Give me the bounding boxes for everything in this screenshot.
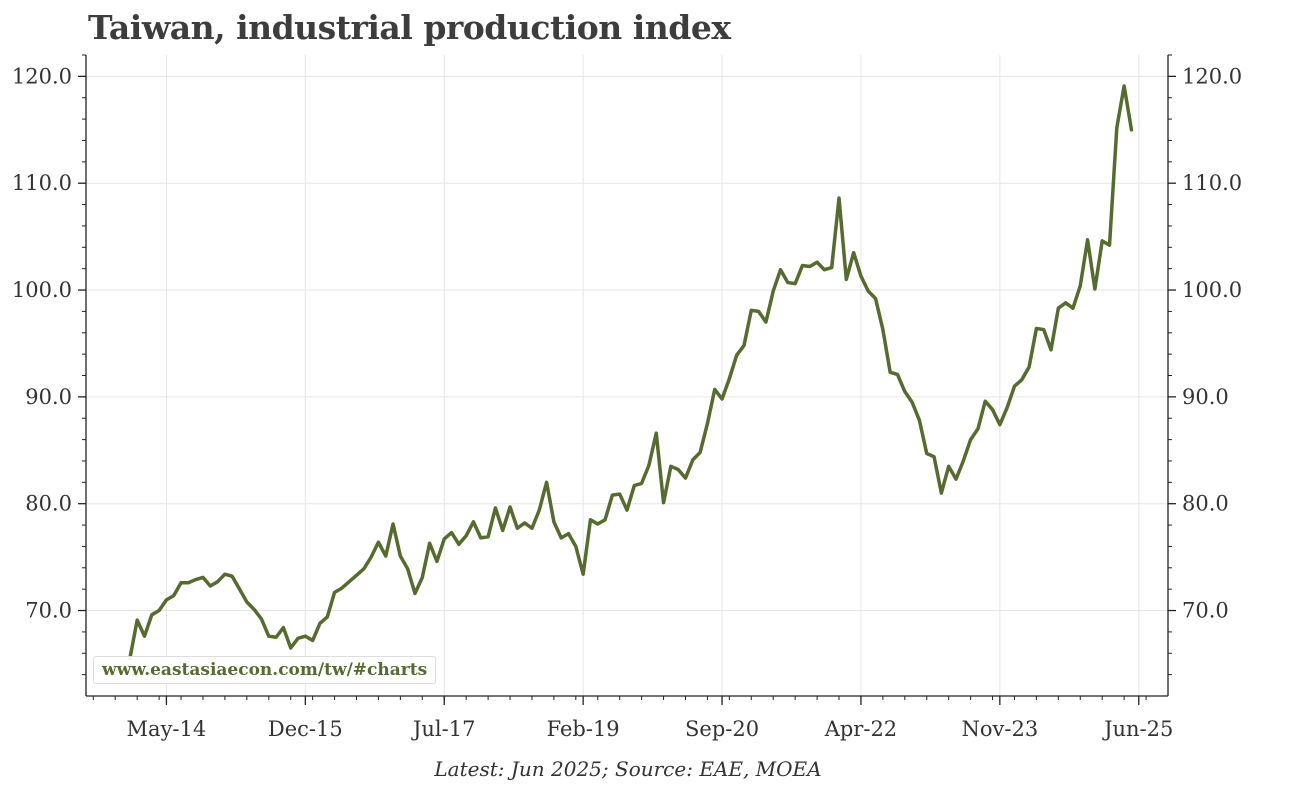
ticks (78, 54, 1176, 705)
y-tick-label-left: 100.0 (12, 278, 72, 302)
y-tick-label-left: 80.0 (25, 492, 72, 516)
tick-labels: 70.0 70.0 80.0 80.0 90.0 90.0 100.0 100.0 110.0 1… (12, 64, 1242, 741)
axes (85, 55, 1169, 697)
source-footnote: Latest: Jun 2025; Source: EAE, MOEA (434, 757, 822, 781)
y-tick-label-right: 90.0 (1182, 385, 1229, 409)
x-tick-label: Nov-23 (961, 717, 1038, 741)
chart-title: Taiwan, industrial production index (88, 8, 731, 47)
y-tick-label-left: 110.0 (12, 171, 72, 195)
series-group (128, 84, 1134, 661)
x-tick-label: Apr-22 (824, 717, 897, 741)
y-tick-label-left: 90.0 (25, 385, 72, 409)
x-tick-label: May-14 (127, 717, 207, 741)
y-tick-label-left: 120.0 (12, 64, 72, 88)
y-tick-label-right: 120.0 (1182, 64, 1242, 88)
x-tick-label: Jul-17 (411, 717, 475, 741)
x-tick-label: Feb-19 (547, 717, 620, 741)
series-line (128, 84, 1134, 661)
gridlines (86, 55, 1168, 696)
y-tick-label-right: 110.0 (1182, 171, 1242, 195)
watermark-url[interactable]: www.eastasiaecon.com/tw/#charts (93, 656, 437, 684)
y-tick-label-right: 80.0 (1182, 492, 1229, 516)
x-tick-label: Dec-15 (268, 717, 343, 741)
y-tick-label-right: 70.0 (1182, 599, 1229, 623)
x-tick-label: Jun-25 (1102, 717, 1173, 741)
y-tick-label-left: 70.0 (25, 599, 72, 623)
y-tick-label-right: 100.0 (1182, 278, 1242, 302)
x-tick-label: Sep-20 (685, 717, 759, 741)
